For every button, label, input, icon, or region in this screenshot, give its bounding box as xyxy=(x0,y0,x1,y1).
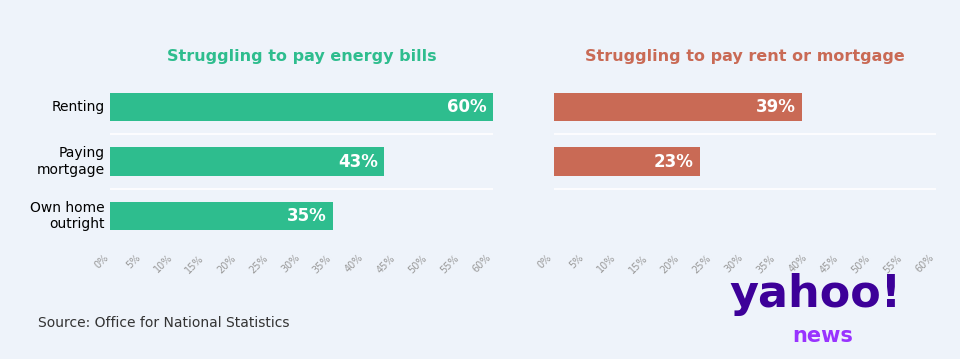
Bar xyxy=(554,93,803,121)
Title: Struggling to pay rent or mortgage: Struggling to pay rent or mortgage xyxy=(585,49,904,64)
Text: 39%: 39% xyxy=(756,98,796,116)
Title: Struggling to pay energy bills: Struggling to pay energy bills xyxy=(167,49,437,64)
Text: Source: Office for National Statistics: Source: Office for National Statistics xyxy=(38,316,290,330)
Bar xyxy=(110,148,384,176)
Text: 43%: 43% xyxy=(338,153,378,171)
Text: news: news xyxy=(792,326,852,346)
Text: 23%: 23% xyxy=(654,153,694,171)
Text: 35%: 35% xyxy=(287,207,327,225)
Text: 60%: 60% xyxy=(446,98,487,116)
Text: yahoo!: yahoo! xyxy=(730,273,901,316)
Bar xyxy=(110,202,333,230)
Bar xyxy=(110,93,492,121)
Bar xyxy=(554,148,700,176)
